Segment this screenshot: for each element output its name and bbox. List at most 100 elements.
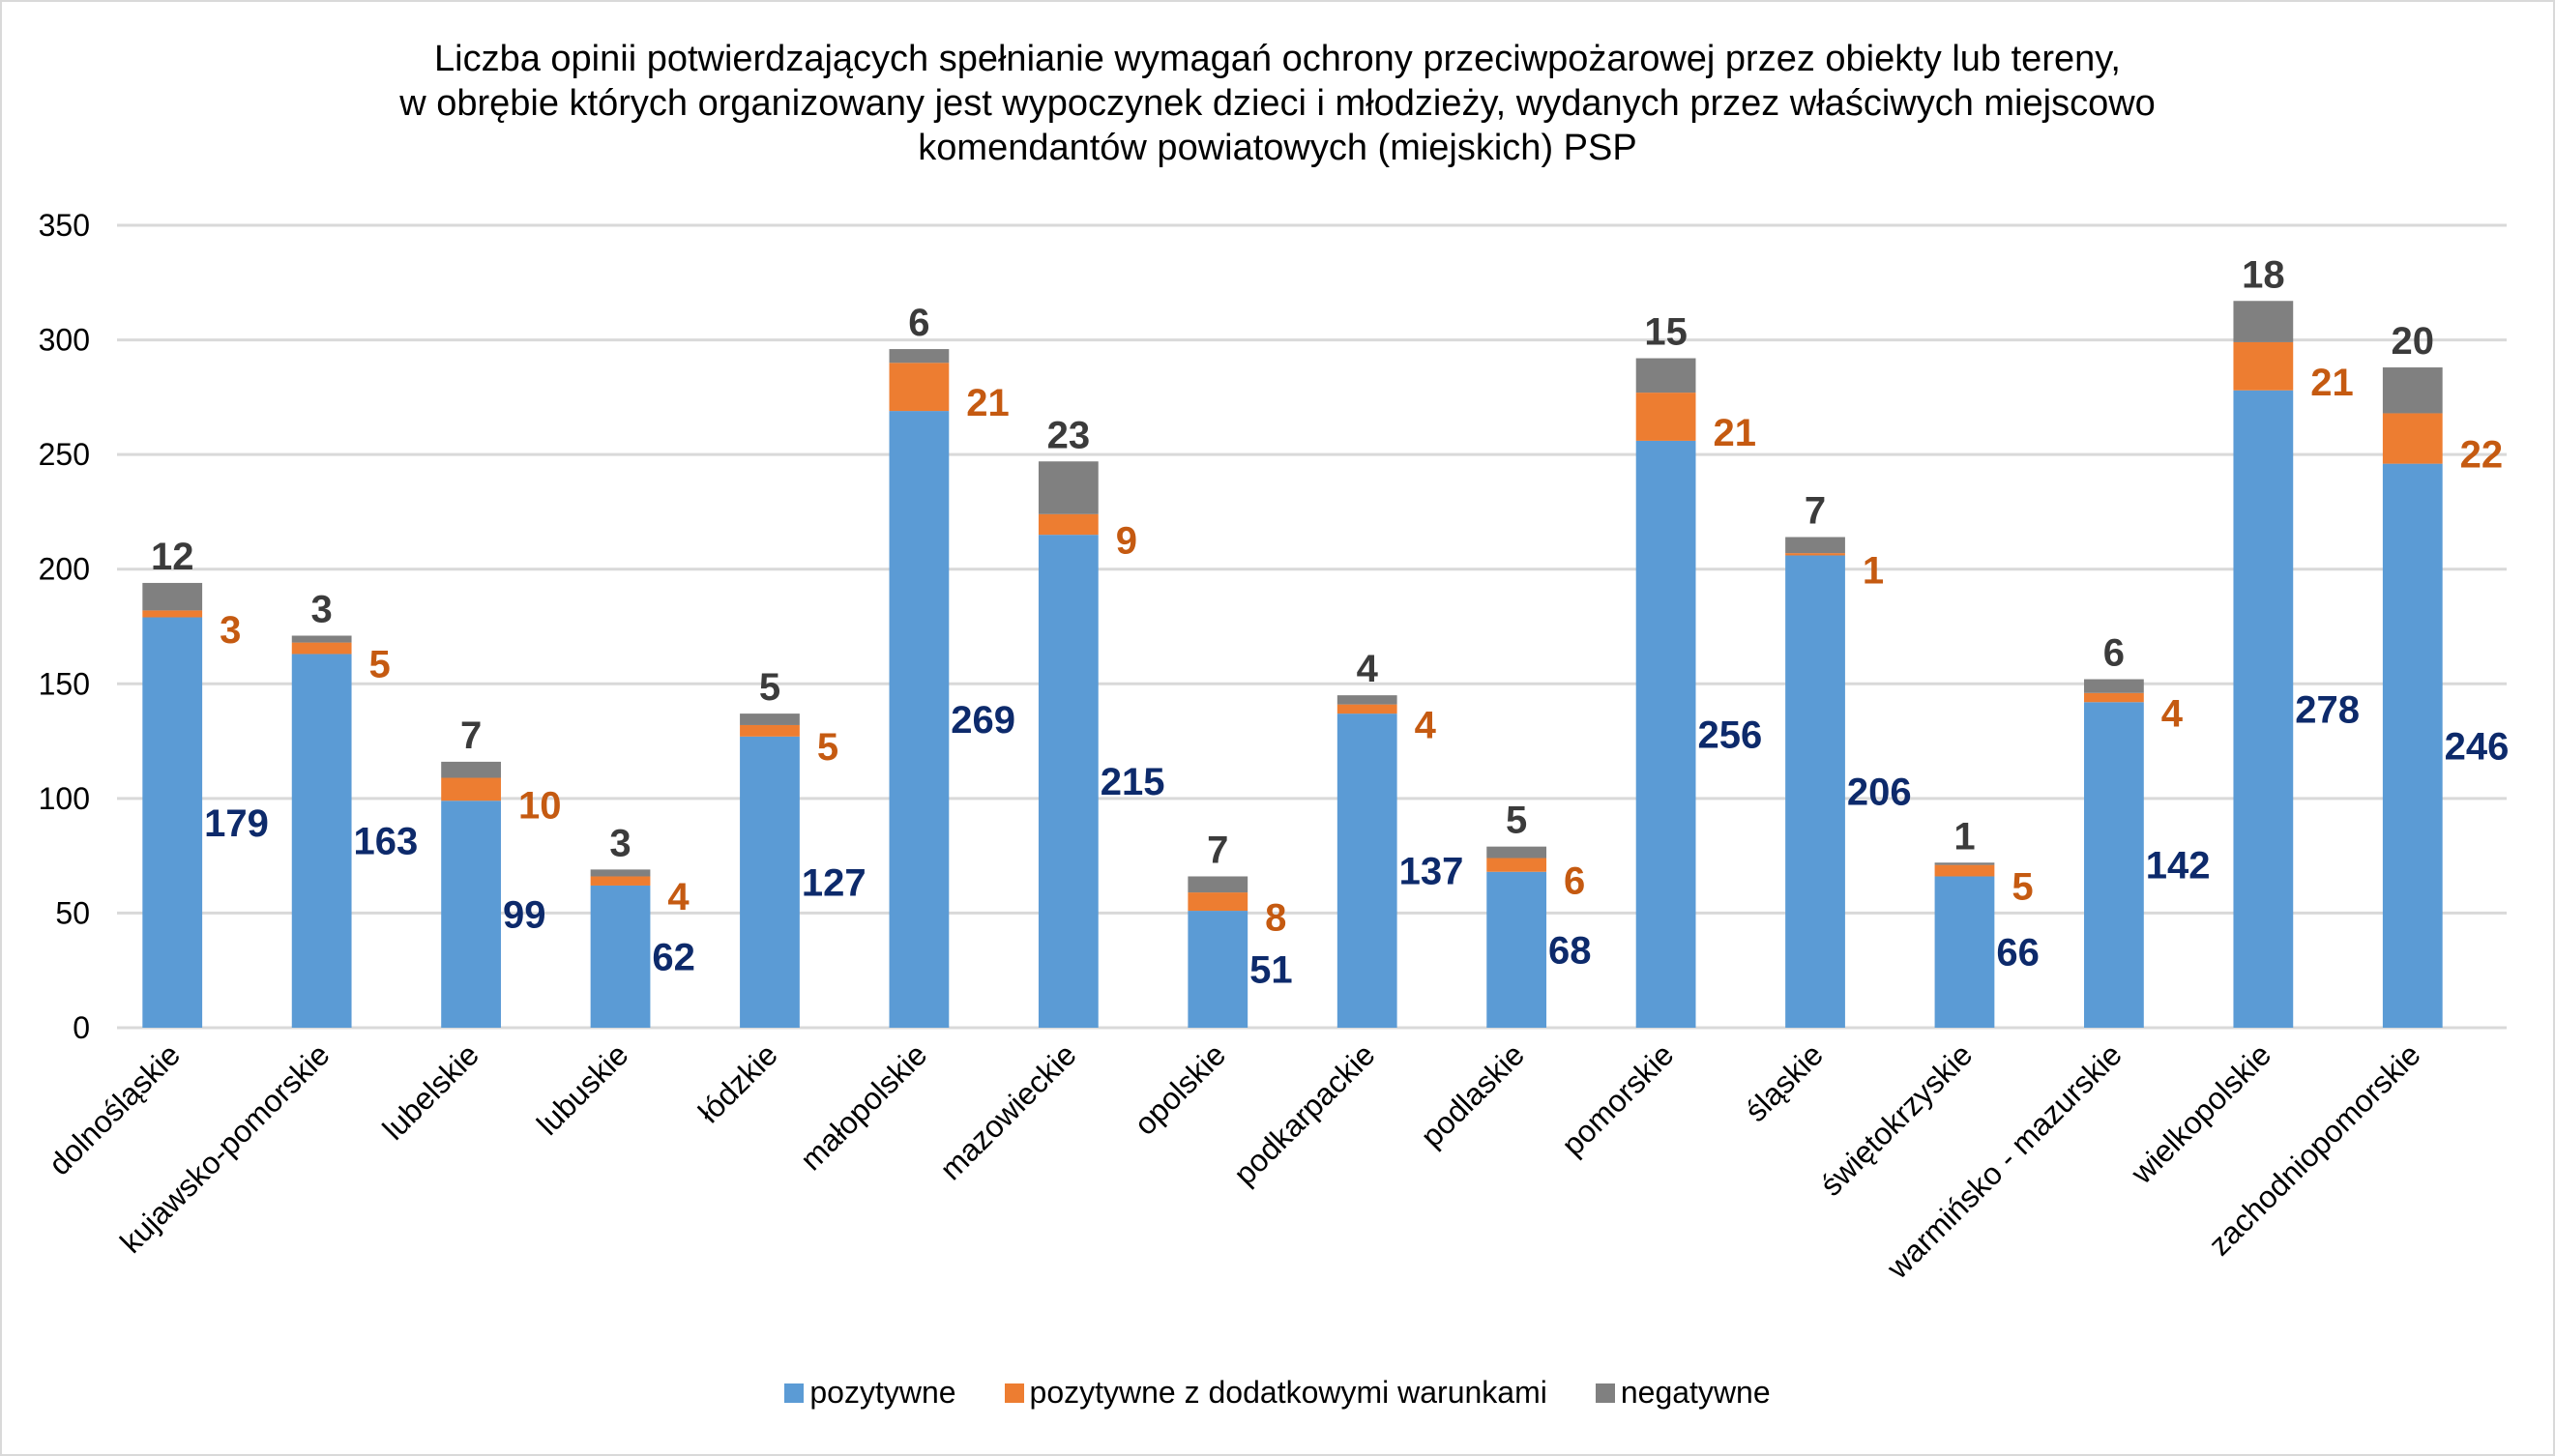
legend-label: negatywne (1620, 1375, 1771, 1410)
bar-segment (2233, 390, 2294, 1028)
data-label: 15 (1644, 311, 1688, 354)
data-label: 1 (1953, 815, 1975, 858)
data-label: 21 (1713, 412, 1756, 454)
bar-segment (590, 876, 651, 886)
y-tick-label: 250 (39, 437, 90, 472)
data-label: 21 (2310, 362, 2354, 404)
legend-swatch (1004, 1383, 1024, 1403)
bar-segment (1336, 704, 1397, 714)
bar-segment (2084, 702, 2144, 1028)
bar-segment (1188, 892, 1248, 912)
bar-segment (291, 654, 352, 1028)
data-label: 23 (1047, 414, 1091, 456)
data-label: 22 (2460, 434, 2504, 477)
bar-segment (740, 713, 800, 725)
data-label: 256 (1697, 713, 1762, 756)
data-label: 4 (1357, 648, 1379, 690)
bar-segment (2382, 463, 2443, 1029)
data-label: 5 (2012, 866, 2033, 909)
bar-segment (1336, 695, 1397, 705)
bar-segment (1785, 553, 1845, 556)
bar-segment (1486, 871, 1547, 1028)
bar-segment (740, 724, 800, 737)
bar-segment (1635, 358, 1696, 393)
legend-swatch (784, 1383, 805, 1403)
bar-segment (2233, 301, 2294, 342)
data-label: 66 (1996, 932, 2040, 975)
bar-segment (1934, 864, 1995, 877)
data-label: 137 (1399, 851, 1464, 893)
data-label: 6 (2103, 632, 2125, 675)
chart-title-line-2: w obrębie których organizowany jest wypo… (399, 83, 2156, 124)
x-tick-label: małopolskie (793, 1036, 933, 1177)
x-tick-label: podlaskie (1414, 1036, 1531, 1153)
bar-segment (740, 736, 800, 1028)
data-label: 8 (1265, 897, 1286, 940)
x-tick-label: wielkopolskie (2124, 1036, 2277, 1190)
y-tick-label: 150 (39, 666, 90, 701)
bar-segment (1038, 513, 1099, 536)
bar-segment (291, 642, 352, 655)
data-label: 7 (1805, 490, 1826, 533)
bar-segment (590, 885, 651, 1028)
bar-segment (1486, 846, 1547, 859)
data-label: 1 (1863, 549, 1884, 592)
bar-segment (1635, 393, 1696, 441)
data-label: 246 (2445, 725, 2510, 768)
data-label: 269 (951, 699, 1015, 742)
y-tick-label: 0 (73, 1010, 90, 1045)
y-tick-label: 200 (39, 552, 90, 587)
x-tick-label: opolskie (1128, 1036, 1232, 1141)
data-label: 278 (2295, 688, 2360, 731)
x-tick-label: świętokrzyskie (1813, 1036, 1979, 1202)
data-label: 3 (311, 588, 333, 630)
legend: pozytywne pozytywne z dodatkowymi warunk… (0, 1375, 2555, 1411)
bar-segment (590, 869, 651, 877)
data-label: 4 (2161, 693, 2184, 736)
bar-segment (1785, 537, 1845, 554)
data-label: 5 (817, 726, 838, 769)
legend-item-negatywne[interactable]: negatywne (1595, 1375, 1771, 1411)
x-tick-label: dolnośląskie (42, 1036, 187, 1181)
data-label: 20 (2392, 320, 2435, 363)
data-label: 18 (2242, 253, 2285, 296)
data-label: 3 (609, 822, 631, 864)
data-label: 99 (503, 894, 546, 937)
bar-segment (1785, 555, 1845, 1028)
legend-item-pozytywne[interactable]: pozytywne (784, 1375, 956, 1411)
bar-segment (2382, 367, 2443, 414)
data-label: 9 (1116, 519, 1137, 562)
data-label: 10 (518, 784, 562, 827)
legend-label: pozytywne z dodatkowymi warunkami (1029, 1375, 1547, 1410)
bar-segment (889, 411, 950, 1029)
x-tick-label: pomorskie (1555, 1036, 1681, 1162)
bar-segment (1635, 440, 1696, 1028)
y-axis: 0 50 100 150 200 250 300 350 (39, 208, 90, 1045)
bar-segment (1486, 858, 1547, 872)
bar-segment (1336, 713, 1397, 1028)
legend-swatch (1595, 1383, 1615, 1403)
bar-segment (142, 617, 203, 1028)
data-label: 5 (759, 666, 780, 709)
data-label: 179 (204, 802, 269, 845)
bar-segment (889, 363, 950, 412)
data-label: 3 (220, 609, 241, 652)
data-label: 6 (1564, 860, 1585, 903)
chart-title: Liczba opinii potwierdzających spełniani… (0, 37, 2555, 170)
data-label: 4 (667, 876, 690, 918)
data-label: 163 (354, 821, 419, 863)
bar-segment (1038, 535, 1099, 1028)
data-label: 5 (369, 644, 391, 686)
data-label: 7 (1207, 829, 1228, 871)
data-label: 62 (652, 936, 695, 978)
data-label: 7 (460, 714, 482, 757)
x-tick-label: łódzkie (691, 1036, 784, 1129)
bar-segment (142, 610, 203, 618)
data-label: 51 (1249, 949, 1293, 992)
legend-item-pozytywne-z-warunkami[interactable]: pozytywne z dodatkowymi warunkami (1004, 1375, 1547, 1411)
data-label: 215 (1101, 761, 1165, 803)
bar-segment (2382, 413, 2443, 464)
bar-segment (291, 635, 352, 643)
data-labels: 1793121635399107624312755269216215923518… (151, 253, 2509, 991)
bar-segment (2233, 341, 2294, 391)
